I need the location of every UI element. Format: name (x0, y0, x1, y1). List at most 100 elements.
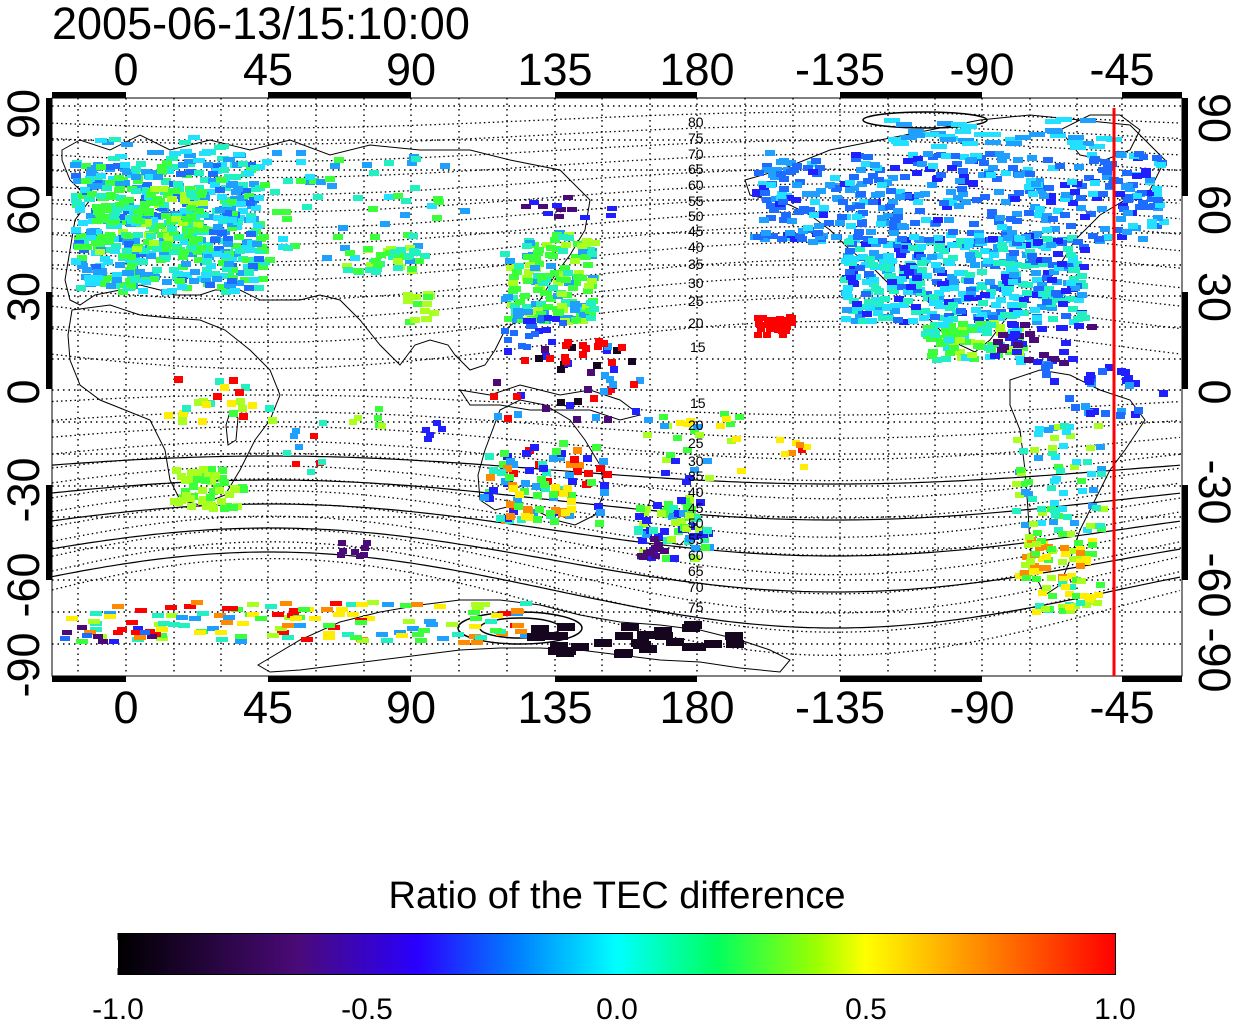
tec-data-pixel (174, 376, 183, 383)
tec-data-pixel (987, 209, 997, 215)
tec-data-pixel (506, 265, 516, 271)
tec-data-pixel (608, 359, 616, 366)
tec-data-pixel (522, 450, 531, 457)
tec-data-pixel (180, 198, 190, 204)
tec-data-pixel (1047, 575, 1056, 581)
tec-data-pixel (903, 158, 913, 164)
tec-data-pixel (229, 410, 238, 417)
tec-data-pixel (883, 213, 893, 219)
tec-data-pixel (848, 280, 858, 286)
tec-data-pixel (537, 274, 547, 280)
tec-data-pixel (132, 246, 142, 252)
tec-data-pixel (868, 199, 878, 205)
tec-data-pixel (1065, 604, 1074, 610)
tec-data-pixel (96, 173, 106, 179)
tec-data-pixel (573, 447, 582, 454)
tec-data-pixel (893, 242, 903, 248)
tec-data-pixel (922, 273, 932, 279)
tec-data-pixel (778, 199, 788, 205)
tec-data-pixel (862, 311, 872, 317)
tec-data-pixel (618, 344, 626, 351)
tec-data-pixel (109, 639, 119, 644)
tec-data-pixel (1070, 464, 1079, 470)
tec-data-pixel (988, 315, 998, 321)
tec-data-pixel (1042, 227, 1052, 233)
tec-data-pixel (752, 189, 762, 195)
tec-data-pixel (98, 639, 108, 644)
tec-data-pixel (592, 414, 600, 421)
tec-data-pixel (494, 413, 502, 420)
tec-data-pixel (161, 179, 171, 185)
tec-data-pixel (877, 182, 887, 188)
tec-data-pixel (1048, 165, 1058, 171)
tec-data-pixel (252, 241, 262, 247)
tec-data-pixel (178, 220, 188, 226)
tec-data-pixel (182, 405, 191, 412)
tec-data-pixel (95, 138, 107, 143)
tec-data-pixel (567, 492, 576, 499)
tec-data-pixel (965, 252, 975, 258)
tec-data-pixel (1074, 540, 1083, 546)
tec-data-pixel (768, 172, 778, 178)
tec-data-pixel (543, 327, 551, 333)
tec-data-pixel (985, 140, 1001, 145)
tec-data-pixel (561, 277, 571, 283)
tec-data-pixel (146, 200, 156, 206)
colorbar-tick-label: 1.0 (1094, 993, 1136, 1026)
tec-data-pixel (762, 197, 772, 203)
tec-data-pixel (118, 289, 128, 295)
tec-data-pixel (167, 226, 177, 232)
tec-data-pixel (758, 181, 768, 187)
tec-data-pixel (978, 172, 988, 178)
tec-data-pixel (586, 240, 596, 246)
tec-data-pixel (1072, 261, 1082, 267)
colorbar-title: Ratio of the TEC difference (388, 875, 846, 917)
tec-data-pixel (889, 226, 899, 232)
tec-data-pixel (772, 167, 782, 173)
tec-data-pixel (343, 267, 353, 273)
tec-data-pixel (921, 331, 931, 337)
tec-data-pixel (755, 321, 763, 327)
tec-data-pixel (523, 344, 531, 350)
tec-data-pixel (1117, 234, 1127, 240)
tec-data-pixel (861, 161, 871, 167)
tec-data-pixel (1024, 184, 1034, 190)
tec-data-pixel (213, 224, 223, 230)
tec-data-pixel (327, 183, 337, 189)
tec-data-pixel (512, 623, 524, 628)
tec-data-pixel (552, 316, 560, 322)
tec-data-pixel (1063, 246, 1073, 252)
tec-data-pixel (220, 384, 229, 391)
contour-label: 20 (688, 417, 704, 433)
tec-data-pixel (754, 332, 762, 338)
tec-data-pixel (433, 196, 443, 202)
tec-data-pixel (213, 393, 222, 400)
tec-data-pixel (562, 358, 570, 365)
tec-data-pixel (424, 436, 432, 442)
tec-data-pixel (887, 258, 897, 264)
tec-data-pixel (908, 245, 918, 251)
tec-data-pixel (186, 476, 195, 483)
tec-data-pixel (704, 640, 722, 648)
tec-data-pixel (549, 455, 558, 462)
tec-data-pixel (550, 270, 560, 276)
tec-data-pixel (1028, 191, 1038, 197)
tec-data-pixel (639, 521, 648, 528)
tec-data-pixel (630, 381, 638, 388)
tec-data-pixel (863, 178, 873, 184)
tec-data-pixel (161, 213, 171, 219)
tec-data-pixel (224, 261, 234, 267)
tec-data-pixel (563, 195, 573, 200)
tec-data-pixel (1134, 407, 1143, 414)
tec-data-pixel (346, 602, 358, 607)
tec-data-pixel (202, 149, 214, 154)
tec-data-pixel (596, 465, 605, 472)
tec-data-pixel (338, 540, 346, 546)
tec-ratio-data-pixels (60, 117, 1169, 658)
tec-data-pixel (584, 470, 593, 477)
tec-data-pixel (116, 195, 126, 201)
tec-data-pixel (460, 208, 470, 214)
tec-data-pixel (1042, 554, 1051, 560)
tec-data-pixel (1009, 322, 1019, 328)
tec-data-pixel (552, 203, 562, 208)
